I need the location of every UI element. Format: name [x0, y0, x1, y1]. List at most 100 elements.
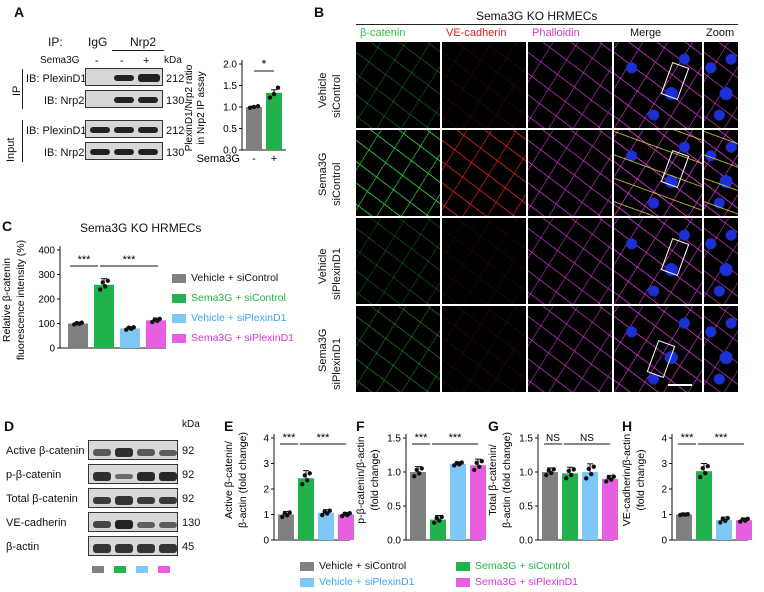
chart-g-ytick-label: 0.5	[519, 502, 533, 513]
chart-a: PlexinD1/Nrp2 ratio in Nrp2 IP assay 0.0…	[184, 57, 286, 165]
chart-g-bar	[602, 478, 618, 540]
blot-d-band	[93, 496, 111, 505]
b-title-rule	[356, 24, 738, 25]
d-lane-swatch-1	[92, 566, 104, 573]
blot-d-row4-label: VE-cadherin	[6, 517, 67, 529]
b-title: Sema3G KO HRMECs	[476, 9, 598, 23]
chart-e-point	[300, 482, 305, 487]
chart-f-point	[432, 520, 437, 525]
b-col-merge: Merge	[630, 27, 662, 39]
chart-a-ytick-label: 1.5	[223, 81, 237, 92]
chart-e-ytick-label: 4	[263, 434, 269, 445]
chart-c-ytick-label: 300	[38, 270, 55, 281]
chart-e-ytick-label: 1	[263, 510, 269, 521]
chart-c-bar	[94, 284, 114, 348]
blot-d-band	[137, 472, 155, 481]
chart-a-ylabel-2: in Nrp2 IP assay	[196, 71, 207, 144]
b-row3-label-1: Vehicle	[317, 248, 329, 284]
chart-h-ytick-label: 4	[661, 434, 667, 445]
micrograph-r1-c3	[528, 42, 612, 128]
blot-d-band	[93, 544, 111, 553]
blot-a-row4-label: IB: Nrp2	[44, 147, 85, 159]
blot-d-row1-kda: 92	[182, 445, 195, 457]
chart-e-ylabel-1: Active β-catenin/	[223, 441, 235, 519]
blot-d-row4-kda: 130	[182, 517, 201, 529]
chart-h-ylabel-1: VE-cadherin/β-actin	[621, 434, 633, 527]
micrograph-r1-c1	[356, 42, 440, 128]
chart-g-point	[586, 466, 591, 472]
micrograph-r3-c5	[704, 218, 738, 304]
chart-e-point	[320, 512, 325, 518]
chart-a-ytick-label: 0.0	[223, 146, 237, 157]
chart-g-bar	[562, 473, 578, 540]
chart-e-ylabel-2: β-actin (fold change)	[237, 432, 249, 528]
chart-e-ytick-label: 0	[263, 536, 269, 547]
blot-a-row2-kda: 130	[166, 95, 185, 107]
blot-d-band	[159, 449, 177, 456]
chart-a-ytick-label: 0.5	[223, 124, 237, 135]
panel-label-e: E	[224, 418, 234, 434]
chart-c-point	[105, 278, 110, 284]
chart-h-point	[685, 511, 690, 517]
micrograph-r4-c4	[614, 306, 702, 392]
ip-side-bracket	[22, 69, 23, 109]
chart-f-point	[412, 474, 417, 479]
nrp2-bracket	[112, 50, 164, 51]
chart-f-ytick-label: 1.5	[387, 434, 401, 445]
blot-a-row3-label: IB: PlexinD1	[26, 125, 87, 137]
ip-label: IP:	[48, 35, 63, 49]
blot-d-row1	[88, 440, 178, 460]
chart-c-sig-1: ***	[78, 254, 92, 266]
chart-g-bar	[542, 472, 558, 540]
b-col-phalloidin: Phalloidin	[532, 27, 580, 39]
micrograph-r3-c2	[442, 218, 526, 304]
blot-d-row4	[88, 512, 178, 532]
chart-e-point	[302, 473, 307, 478]
micrograph-r3-c4	[614, 218, 702, 304]
micrograph-r2-c1	[356, 130, 440, 216]
b-row4-label-1: Sema3G	[317, 328, 329, 372]
chart-h-point	[725, 515, 730, 521]
nrp2-label: Nrp2	[130, 35, 157, 49]
b-row2-label-2: siControl	[331, 162, 343, 206]
micrograph-r1-c4	[614, 42, 702, 128]
chart-g: Total β-catenin/ β-actin (fold change) 0…	[487, 432, 618, 547]
chart-h-sig-2: ***	[715, 432, 729, 444]
chart-g-sig-1: NS	[546, 433, 560, 444]
chart-c-bar	[68, 323, 88, 348]
micrograph-r1-c5	[704, 42, 738, 128]
chart-e-point	[347, 510, 352, 516]
chart-f-point	[414, 467, 419, 473]
blot-d-row3-label: Total β-catenin	[6, 493, 78, 505]
chart-g-sig-2: NS	[580, 433, 594, 444]
bottom-legend-item-4: Sema3G + siPlexinD1	[456, 576, 578, 588]
blot-d-band	[115, 473, 133, 480]
b-row3-label-2: siPlexinD1	[331, 248, 343, 300]
chart-e-ytick-label: 2	[263, 485, 269, 496]
chart-h: VE-cadherin/β-actin (fold change) 01234 …	[621, 432, 752, 547]
chart-f-ylabel-2: (fold change)	[369, 449, 381, 510]
chart-a-xtick-plus: +	[271, 153, 277, 165]
chart-c-ylabel-2: fluorescence intensity (%)	[15, 240, 27, 360]
c-title: Sema3G KO HRMECs	[80, 221, 202, 235]
chart-g-point	[584, 476, 589, 481]
chart-f-point	[479, 459, 484, 464]
blot-a-row4	[85, 142, 163, 160]
chart-h-bar	[716, 520, 732, 540]
blot-d-row2	[88, 464, 178, 484]
chart-a-point	[255, 103, 261, 109]
chart-a-point	[271, 91, 277, 97]
panel-label-b: B	[314, 4, 325, 20]
blot-d-row5-label: β-actin	[6, 541, 40, 553]
kda-label-d: kDa	[182, 419, 200, 430]
kda-label-a: kDa	[164, 55, 182, 66]
lane3-sign: +	[143, 55, 150, 67]
chart-h-point	[705, 463, 710, 469]
micrograph-r4-c1	[356, 306, 440, 392]
blot-a-row3-kda: 212	[166, 125, 185, 137]
b-col-zoom: Zoom	[706, 27, 735, 39]
chart-e-bar	[338, 514, 354, 540]
chart-c-sig-2: ***	[123, 254, 137, 266]
chart-e: Active β-catenin/ β-actin (fold change) …	[223, 432, 354, 547]
chart-c-point	[103, 284, 108, 289]
